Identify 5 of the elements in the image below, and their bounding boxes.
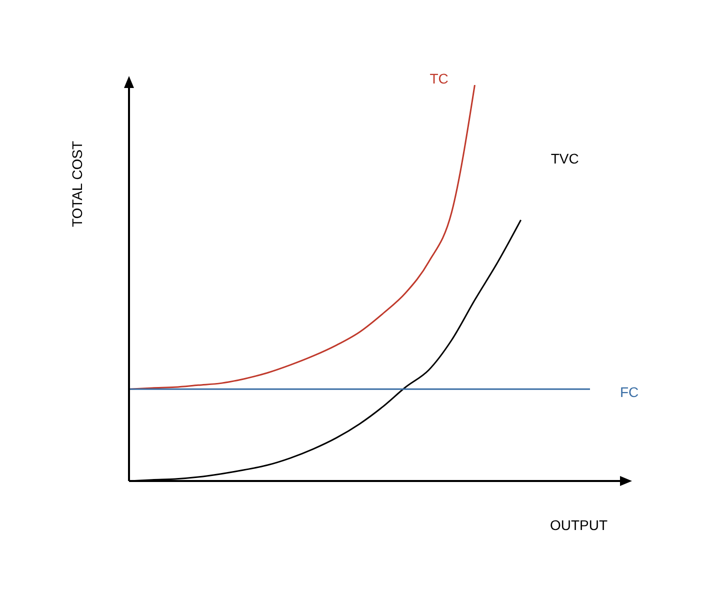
text: FC [620,384,639,400]
x-axis-title: OUTPUT [550,517,608,533]
y-axis-title: TOTAL COST [69,140,85,228]
text: TVC [550,150,579,167]
series-label: TC [430,70,448,87]
